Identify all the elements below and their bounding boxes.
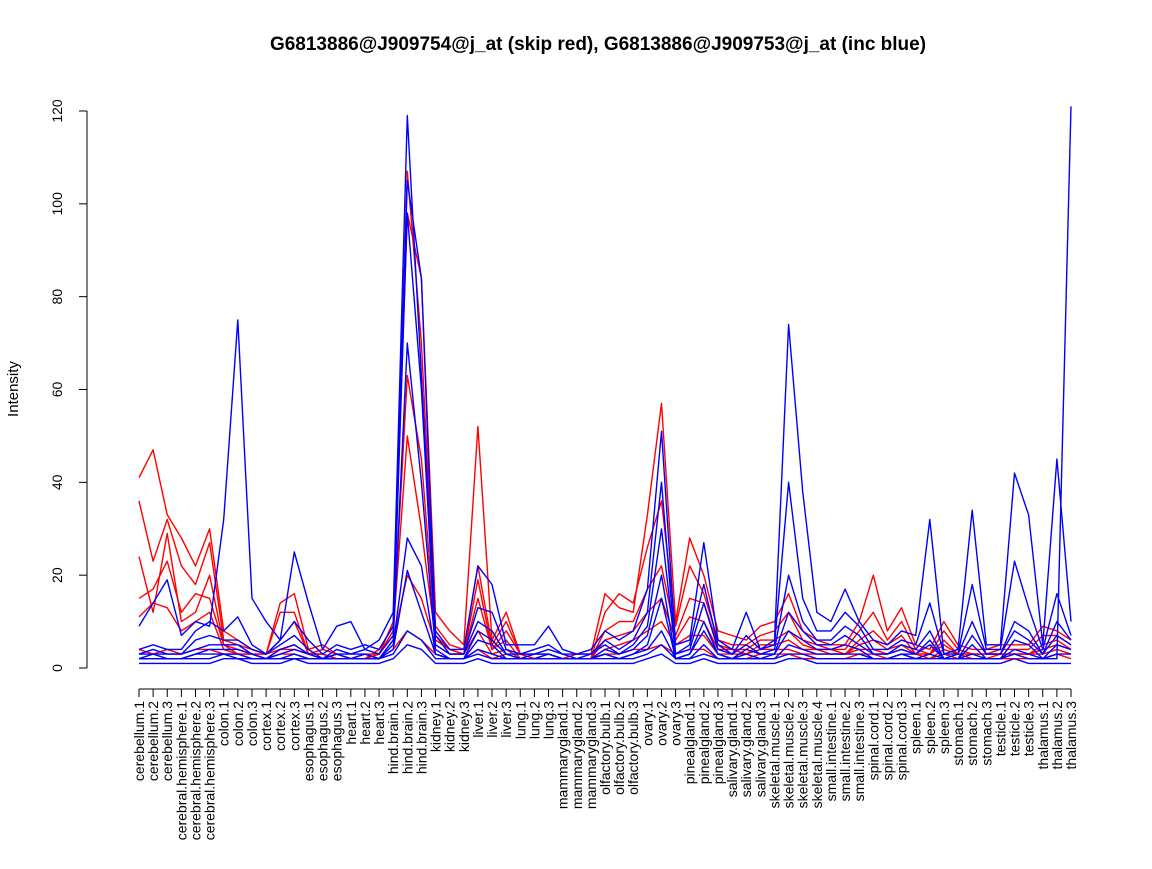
x-tick-label: small.intestine.3 — [851, 701, 867, 802]
x-tick-label: cortex.2 — [272, 701, 288, 751]
x-tick-label: pinealgland.2 — [696, 701, 712, 785]
x-tick-label: cerebral.hemisphere.3 — [202, 701, 218, 841]
x-tick-label: pinealgland.3 — [710, 701, 726, 785]
x-tick-label: lung.3 — [541, 701, 557, 739]
x-tick-label: ovary.3 — [668, 701, 684, 746]
x-tick-label: hind.brain.3 — [413, 701, 429, 774]
x-tick-label: colon.1 — [216, 701, 232, 746]
y-tick-label: 0 — [49, 664, 65, 672]
x-tick-label: cortex.3 — [286, 701, 302, 751]
y-tick-label: 100 — [49, 192, 65, 216]
x-tick-label: colon.3 — [244, 701, 260, 746]
y-tick-label: 20 — [49, 567, 65, 583]
x-tick-label: olfactory.bulb.2 — [611, 701, 627, 795]
x-tick-label: kidney.2 — [442, 701, 458, 752]
y-tick-label: 80 — [49, 289, 65, 305]
series-line-inc-14 — [139, 644, 1071, 665]
x-tick-label: thalamus.2 — [1049, 701, 1065, 770]
x-tick-label: mammarygland.2 — [569, 701, 585, 809]
x-tick-label: cerebellum.3 — [159, 701, 175, 781]
x-tick-label: salivary.gland.3 — [752, 701, 768, 797]
x-tick-label: thalamus.3 — [1063, 701, 1079, 770]
series-line-inc-8 — [138, 179, 1072, 655]
chart-title: G6813886@J909754@j_at (skip red), G68138… — [270, 34, 926, 55]
x-tick-label: heart.3 — [371, 701, 387, 745]
x-tick-label: salivary.gland.2 — [738, 701, 754, 797]
x-tick-label: stomach.3 — [978, 701, 994, 766]
x-tick-label: liver.2 — [484, 701, 500, 738]
x-tick-label: testicle.3 — [1021, 701, 1037, 756]
x-tick-label: small.intestine.1 — [823, 701, 839, 802]
x-tick-label: spinal.cord.2 — [879, 701, 895, 781]
x-tick-label: olfactory.bulb.1 — [597, 701, 613, 795]
x-tick-label: mammarygland.1 — [555, 701, 571, 809]
series-line-skip-2 — [138, 170, 1072, 660]
series-line-inc-9 — [138, 212, 1072, 660]
series-lines — [138, 106, 1072, 665]
x-tick-label: thalamus.1 — [1035, 701, 1051, 770]
x-tick-label: kidney.3 — [456, 701, 472, 752]
y-tick-label: 120 — [49, 99, 65, 123]
y-tick-label: 60 — [49, 382, 65, 398]
x-tick-label: cerebral.hemisphere.2 — [187, 701, 203, 841]
y-tick-label: 40 — [49, 474, 65, 490]
x-tick-label: testicle.2 — [1007, 701, 1023, 756]
x-tick-label: cortex.1 — [258, 701, 274, 751]
x-tick-label: skeletal.muscle.4 — [809, 701, 825, 809]
x-tick-label: esophagus.3 — [329, 701, 345, 781]
x-tick-label: ovary.2 — [653, 701, 669, 746]
x-tick-label: cerebral.hemisphere.1 — [173, 701, 189, 841]
x-tick-label: spleen.1 — [908, 701, 924, 754]
x-tick-label: small.intestine.2 — [837, 701, 853, 802]
x-tick-label: hind.brain.1 — [385, 701, 401, 774]
x-tick-label: hind.brain.2 — [399, 701, 415, 774]
x-tick-label: cerebellum.1 — [131, 701, 147, 781]
x-tick-label: spinal.cord.1 — [865, 701, 881, 781]
x-tick-label: lung.2 — [526, 701, 542, 739]
x-tick-label: colon.2 — [230, 701, 246, 746]
x-tick-label: ovary.1 — [639, 701, 655, 746]
x-tick-label: pinealgland.1 — [682, 701, 698, 785]
series-line-skip-4 — [138, 435, 1072, 660]
x-tick-label: spleen.3 — [936, 701, 952, 754]
series-line-inc-13 — [139, 106, 1072, 660]
series-line-skip-3 — [138, 374, 1072, 660]
x-tick-label: cerebellum.2 — [145, 701, 161, 781]
x-tick-label: skeletal.muscle.1 — [766, 701, 782, 809]
x-tick-label: skeletal.muscle.2 — [781, 701, 797, 809]
x-tick-label: stomach.2 — [964, 701, 980, 766]
x-tick-label: kidney.1 — [428, 701, 444, 752]
x-tick-label: esophagus.2 — [315, 701, 331, 781]
x-tick-label: heart.1 — [343, 701, 359, 745]
x-tick-label: liver.3 — [498, 701, 514, 738]
y-axis: 0 20 40 60 80 100 120 — [49, 99, 88, 672]
x-tick-label: mammarygland.3 — [583, 701, 599, 809]
x-tick-label: lung.1 — [512, 701, 528, 739]
x-tick-label: olfactory.bulb.3 — [625, 701, 641, 795]
x-axis: cerebellum.1cerebellum.2cerebellum.3cere… — [131, 688, 1079, 841]
x-tick-label: spleen.2 — [922, 701, 938, 754]
x-tick-label: liver.1 — [470, 701, 486, 738]
x-tick-label: skeletal.muscle.3 — [795, 701, 811, 809]
series-line-inc-7 — [138, 114, 1072, 655]
y-axis-label: Intensity — [5, 361, 22, 417]
series-line-skip-1 — [138, 212, 1072, 660]
x-tick-label: testicle.1 — [992, 701, 1008, 756]
x-tick-label: heart.2 — [357, 701, 373, 745]
x-tick-label: esophagus.1 — [300, 701, 316, 781]
x-tick-label: stomach.1 — [950, 701, 966, 766]
x-tick-label: salivary.gland.1 — [724, 701, 740, 797]
x-tick-label: spinal.cord.3 — [894, 701, 910, 781]
